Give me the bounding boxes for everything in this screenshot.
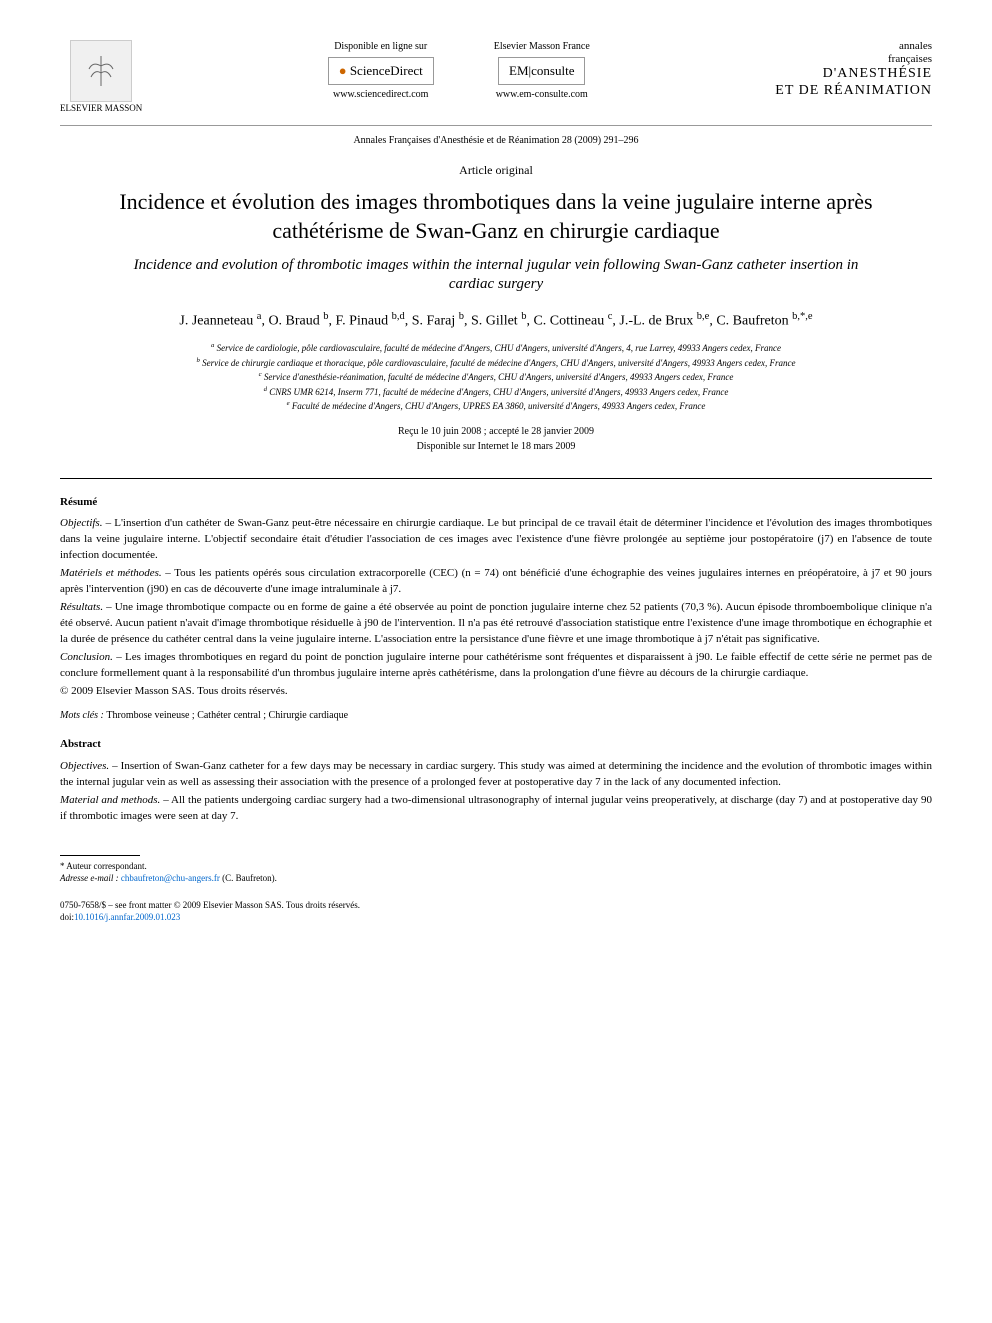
resume-body: Objectifs. – L'insertion d'un cathéter d… [60, 516, 932, 699]
methodes-text: Tous les patients opérés sous circulatio… [60, 567, 932, 595]
article-title-fr: Incidence et évolution des images thromb… [100, 188, 892, 245]
methodes-label: Matériels et méthodes. – [60, 567, 171, 579]
conclusion-label: Conclusion. – [60, 651, 122, 663]
authors-list: J. Jeanneteau a, O. Braud b, F. Pinaud b… [120, 309, 872, 332]
corresponding-author: * Auteur correspondant. [60, 860, 932, 873]
emconsulte-block: Elsevier Masson France EM|consulte www.e… [494, 40, 590, 102]
affiliation-item: c Service d'anesthésie-réanimation, facu… [100, 370, 892, 385]
resume-copyright: © 2009 Elsevier Masson SAS. Tous droits … [60, 684, 932, 700]
sciencedirect-block: Disponible en ligne sur ● ScienceDirect … [328, 40, 434, 102]
citation-line: Annales Françaises d'Anesthésie et de Ré… [60, 134, 932, 148]
resultats-label: Résultats. – [60, 601, 112, 613]
objectives-text: Insertion of Swan-Ganz catheter for a fe… [60, 760, 932, 788]
emconsulte-url[interactable]: www.em-consulte.com [496, 88, 588, 102]
publisher-name: ELSEVIER MASSON [60, 102, 142, 115]
author-email-link[interactable]: chbaufreton@chu-angers.fr [121, 873, 220, 883]
divider [60, 478, 932, 479]
affiliation-item: d CNRS UMR 6214, Inserm 771, faculté de … [100, 385, 892, 400]
journal-logo: annales françaises D'ANESTHÉSIE ET DE RÉ… [775, 40, 932, 100]
sciencedirect-logo[interactable]: ● ScienceDirect [328, 57, 434, 85]
resume-heading: Résumé [60, 495, 932, 510]
emconsulte-logo[interactable]: EM|consulte [498, 57, 585, 85]
objectifs-text: L'insertion d'un cathéter de Swan-Ganz p… [60, 517, 932, 561]
methods-text: All the patients undergoing cardiac surg… [60, 794, 932, 822]
methods-label: Material and methods. – [60, 794, 169, 806]
footer: 0750-7658/$ – see front matter © 2009 El… [60, 899, 932, 924]
conclusion-text: Les images thrombotiques en regard du po… [60, 651, 932, 679]
resultats-text: Une image thrombotique compacte ou en fo… [60, 601, 932, 645]
online-date: Disponible sur Internet le 18 mars 2009 [60, 439, 932, 454]
abstract-heading: Abstract [60, 737, 932, 752]
affiliation-item: a Service de cardiologie, pôle cardiovas… [100, 341, 892, 356]
elsevier-france-label: Elsevier Masson France [494, 40, 590, 54]
article-dates: Reçu le 10 juin 2008 ; accepté le 28 jan… [60, 424, 932, 454]
footnotes: * Auteur correspondant. Adresse e-mail :… [60, 860, 932, 885]
sciencedirect-url[interactable]: www.sciencedirect.com [333, 88, 428, 102]
header-center: Disponible en ligne sur ● ScienceDirect … [142, 40, 775, 102]
received-accepted: Reçu le 10 juin 2008 ; accepté le 28 jan… [60, 424, 932, 439]
objectives-label: Objectives. – [60, 760, 118, 772]
affiliation-item: e Faculté de médecine d'Angers, CHU d'An… [100, 399, 892, 414]
email-label: Adresse e-mail : [60, 873, 119, 883]
footnote-divider [60, 855, 140, 856]
affiliations-list: a Service de cardiologie, pôle cardiovas… [100, 341, 892, 414]
publisher-logo: ELSEVIER MASSON [60, 40, 142, 115]
doi-label: doi: [60, 912, 74, 922]
doi-link[interactable]: 10.1016/j.annfar.2009.01.023 [74, 912, 180, 922]
elsevier-tree-icon [70, 40, 132, 102]
header-bar: ELSEVIER MASSON Disponible en ligne sur … [60, 40, 932, 126]
article-title-en: Incidence and evolution of thrombotic im… [120, 256, 872, 295]
email-author-name: (C. Baufreton). [222, 873, 277, 883]
affiliation-item: b Service de chirurgie cardiaque et thor… [100, 356, 892, 371]
available-online-label: Disponible en ligne sur [334, 40, 427, 54]
issn-line: 0750-7658/$ – see front matter © 2009 El… [60, 899, 932, 912]
abstract-body: Objectives. – Insertion of Swan-Ganz cat… [60, 759, 932, 825]
mots-cles: Mots clés : Thrombose veineuse ; Cathéte… [60, 709, 932, 723]
article-type: Article original [60, 162, 932, 179]
objectifs-label: Objectifs. – [60, 517, 111, 529]
